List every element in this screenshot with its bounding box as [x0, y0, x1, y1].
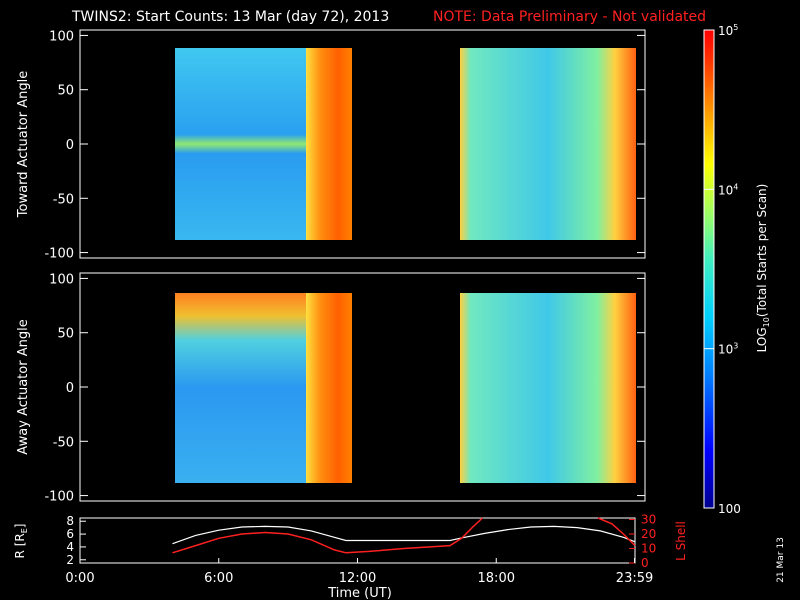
lshell-line-2	[597, 517, 636, 547]
ytick-label: -50	[53, 435, 74, 450]
colorbar: 105 104 103 100 LOG10(Total Starts per Scan…	[703, 23, 771, 516]
r-tick-label: 4	[66, 540, 74, 554]
orbit-ylabel-left: R [RE]	[13, 524, 29, 559]
colorbar-tick-label: 103	[718, 342, 738, 357]
toward-heatmap-seg1-hot	[306, 48, 352, 240]
chart-title: TWINS2: Start Counts: 13 Mar (day 72), 2…	[71, 9, 389, 25]
colorbar-label: LOG10(Total Starts per Scan)	[755, 184, 771, 353]
colorbar-tick-label: 104	[718, 182, 738, 197]
orbit-ylabel-right: L Shell	[674, 521, 688, 561]
ytick-label: 100	[49, 272, 74, 287]
lshell-tick-label: 10	[641, 541, 656, 555]
colorbar-tick-label: 105	[718, 23, 738, 38]
ytick-label: -100	[44, 247, 74, 262]
colorbar-gradient	[703, 29, 715, 509]
away-heatmap-seg1	[175, 293, 306, 483]
date-stamp: 21 Mar 13	[776, 537, 786, 583]
lshell-tick-label: 0	[641, 556, 649, 570]
time-tick-label: 12:00	[339, 571, 376, 586]
ytick-label: -100	[44, 490, 74, 505]
toward-panel: 100 50 0 -50 -100 Toward Actuator Angle	[16, 29, 646, 262]
toward-ticks: 100 50 0 -50 -100	[44, 29, 645, 262]
ytick-label: -50	[53, 192, 74, 207]
ytick-label: 50	[57, 84, 74, 99]
toward-heatmap-seg1	[175, 48, 306, 240]
toward-ylabel: Toward Actuator Angle	[16, 71, 31, 218]
lshell-tick-label: 30	[641, 512, 656, 526]
r-tick-label: 8	[66, 514, 74, 528]
r-line	[172, 525, 636, 545]
ytick-label: 0	[66, 138, 74, 153]
colorbar-ticks: 105 104 103 100	[704, 23, 741, 516]
away-panel: 100 50 0 -50 -100 Away Actuator Angle	[16, 272, 646, 505]
ytick-label: 100	[49, 29, 74, 44]
toward-heatmap-seg2	[460, 48, 636, 240]
time-xlabel: Time (UT)	[327, 586, 392, 600]
away-heatmap-seg1-hot	[306, 293, 352, 483]
r-tick-label: 2	[66, 553, 74, 567]
time-tick-label: 6:00	[204, 571, 233, 586]
ytick-label: 0	[66, 381, 74, 396]
ytick-label: 50	[57, 327, 74, 342]
r-tick-label: 6	[66, 527, 74, 541]
lshell-line	[172, 517, 483, 554]
lshell-tick-label: 20	[641, 527, 656, 541]
time-tick-label: 0:00	[65, 571, 94, 586]
away-ticks: 100 50 0 -50 -100	[44, 272, 645, 505]
time-tick-label: 23:59	[616, 571, 653, 586]
away-heatmap-seg2	[460, 293, 636, 483]
time-tick-label: 18:00	[478, 571, 515, 586]
colorbar-tick-label: 100	[718, 502, 741, 516]
away-ylabel: Away Actuator Angle	[16, 319, 31, 454]
data-note: NOTE: Data Preliminary - Not validated	[433, 9, 706, 25]
